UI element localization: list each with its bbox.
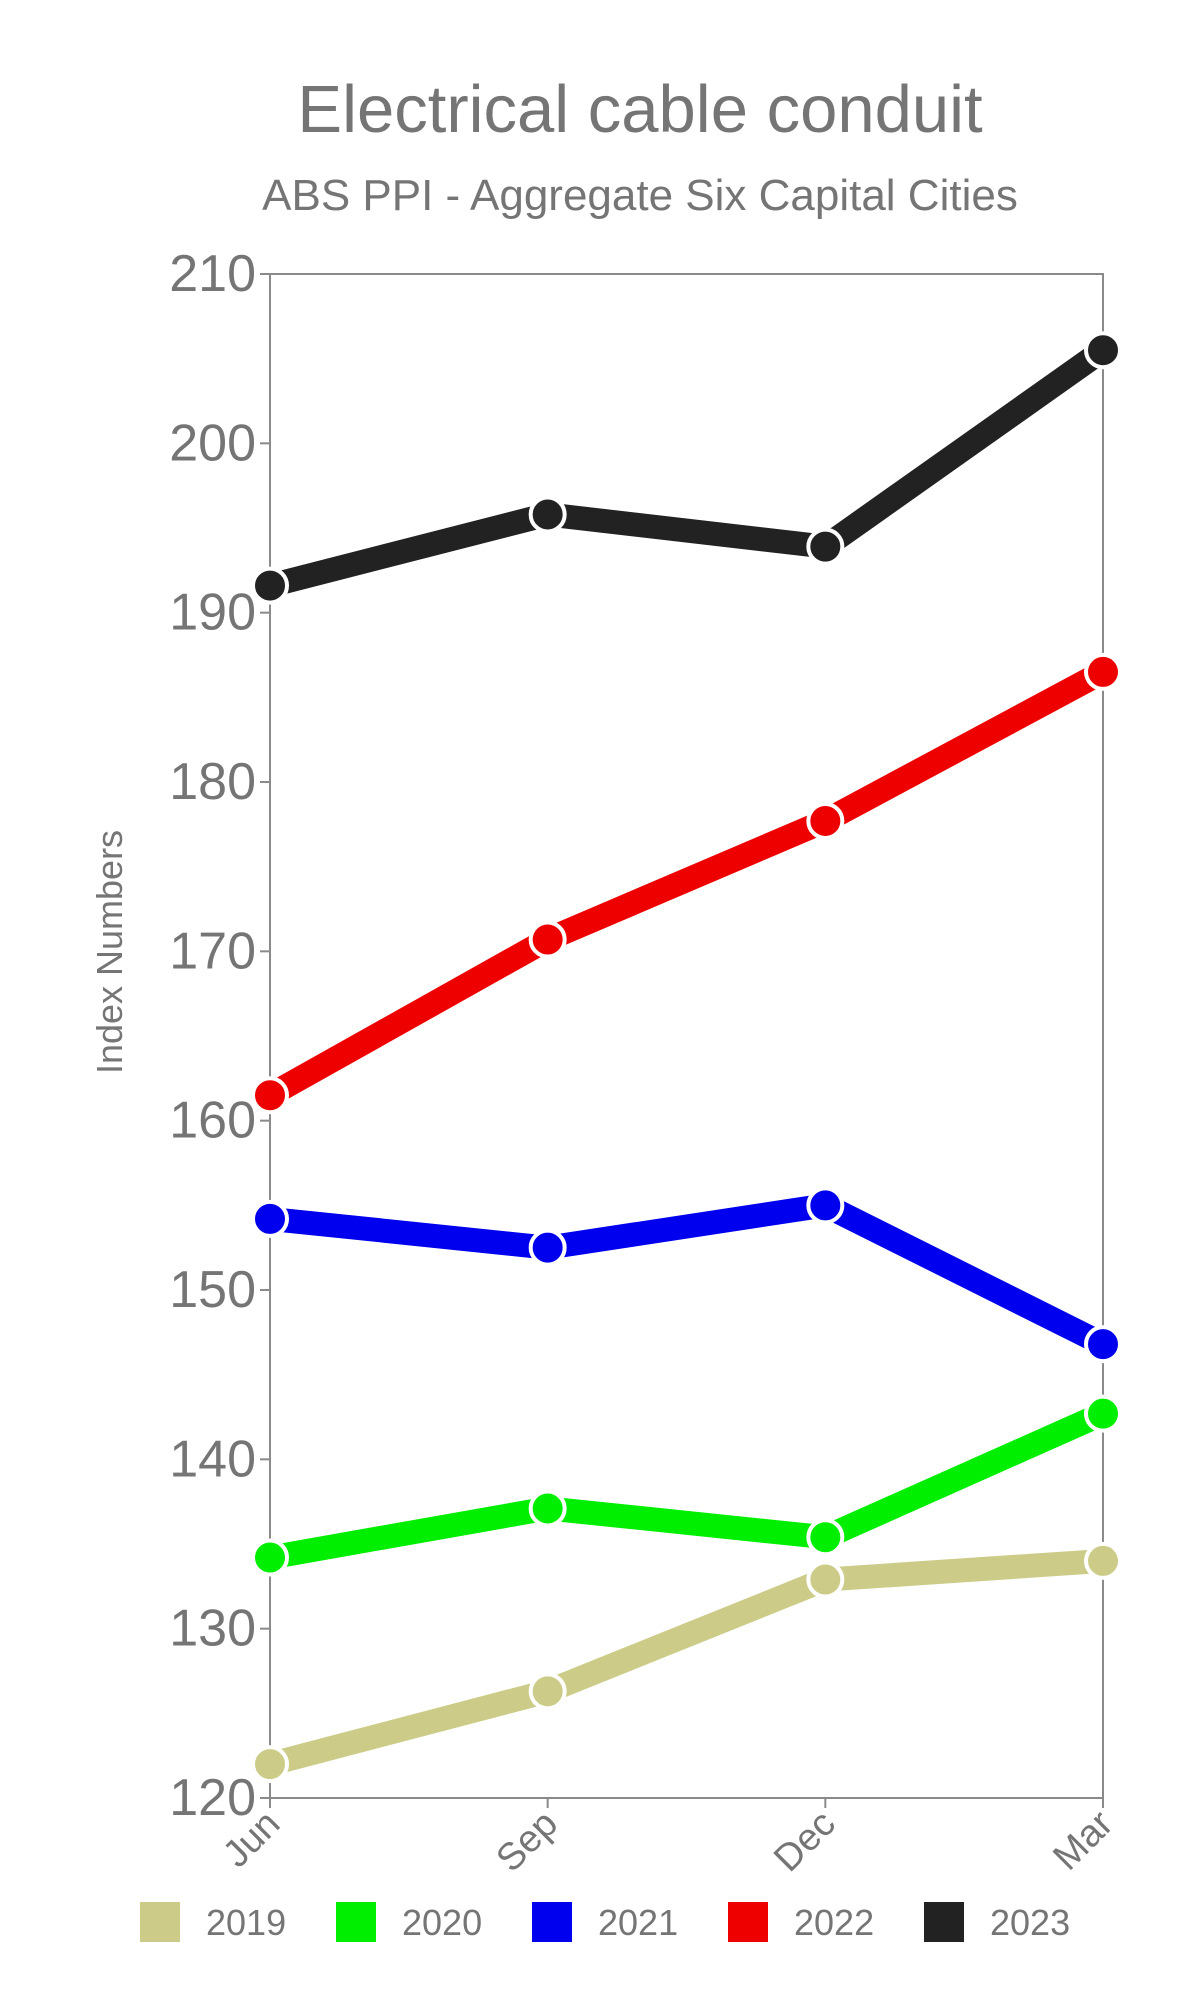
x-tick-label-dec: Dec	[766, 1803, 843, 1880]
legend-swatch-2021	[532, 1902, 572, 1942]
data-point-2019-mar	[1084, 1541, 1122, 1580]
y-tick-label-200: 200	[169, 414, 256, 472]
y-axis-label: Index Numbers	[89, 830, 130, 1074]
data-point-2020-mar	[1084, 1394, 1122, 1433]
y-tick-label-170: 170	[169, 922, 256, 980]
x-tick-label-mar: Mar	[1045, 1802, 1121, 1878]
legend-label-2020: 2020	[402, 1902, 482, 1943]
plot-frame	[269, 273, 1104, 1799]
legend-label-2023: 2023	[990, 1902, 1070, 1943]
series-line-2022	[258, 659, 1115, 1108]
chart-subtitle: ABS PPI - Aggregate Six Capital Cities	[262, 171, 1018, 220]
data-point-2019-jun	[251, 1745, 289, 1784]
legend-label-2021: 2021	[598, 1902, 678, 1943]
series-line-2023	[258, 338, 1115, 598]
legend-label-2019: 2019	[206, 1902, 286, 1943]
legend-swatch-2020	[336, 1902, 376, 1942]
data-point-2020-jun	[251, 1538, 289, 1577]
chart-title: Electrical cable conduit	[297, 72, 983, 147]
data-point-2021-jun	[251, 1199, 289, 1238]
data-point-2020-dec	[806, 1518, 845, 1557]
data-point-2022-jun	[251, 1076, 289, 1115]
legend-label-2022: 2022	[794, 1902, 874, 1943]
y-tick-label-150: 150	[169, 1261, 256, 1319]
legend-swatch-2023	[924, 1902, 964, 1942]
y-tick-label-180: 180	[169, 753, 256, 811]
data-point-2019-sep	[528, 1672, 567, 1711]
y-tick-label-210: 210	[169, 245, 256, 303]
data-point-2023-sep	[528, 495, 567, 534]
y-tick-label-120: 120	[169, 1769, 256, 1827]
data-point-2021-mar	[1084, 1325, 1122, 1364]
y-tick-label-140: 140	[169, 1430, 256, 1488]
data-point-2020-sep	[528, 1489, 567, 1528]
data-point-2023-jun	[251, 566, 289, 605]
series-line-2019	[258, 1548, 1115, 1777]
data-point-2023-dec	[806, 527, 845, 566]
data-point-2022-mar	[1084, 652, 1122, 691]
legend-swatch-2022	[728, 1902, 768, 1942]
data-point-2022-sep	[528, 920, 567, 959]
y-tick-label-190: 190	[169, 584, 256, 642]
y-tick-label-160: 160	[169, 1092, 256, 1150]
data-point-2023-mar	[1084, 331, 1122, 370]
legend-swatch-2019	[140, 1902, 180, 1942]
x-tick-label-sep: Sep	[489, 1803, 567, 1881]
y-tick-label-130: 130	[169, 1600, 256, 1658]
series-line-2020	[258, 1401, 1115, 1570]
data-point-2021-dec	[806, 1186, 845, 1225]
data-point-2019-dec	[806, 1560, 845, 1599]
series-line-2021	[258, 1193, 1115, 1357]
data-point-2022-dec	[806, 801, 845, 840]
data-point-2021-sep	[528, 1228, 567, 1267]
